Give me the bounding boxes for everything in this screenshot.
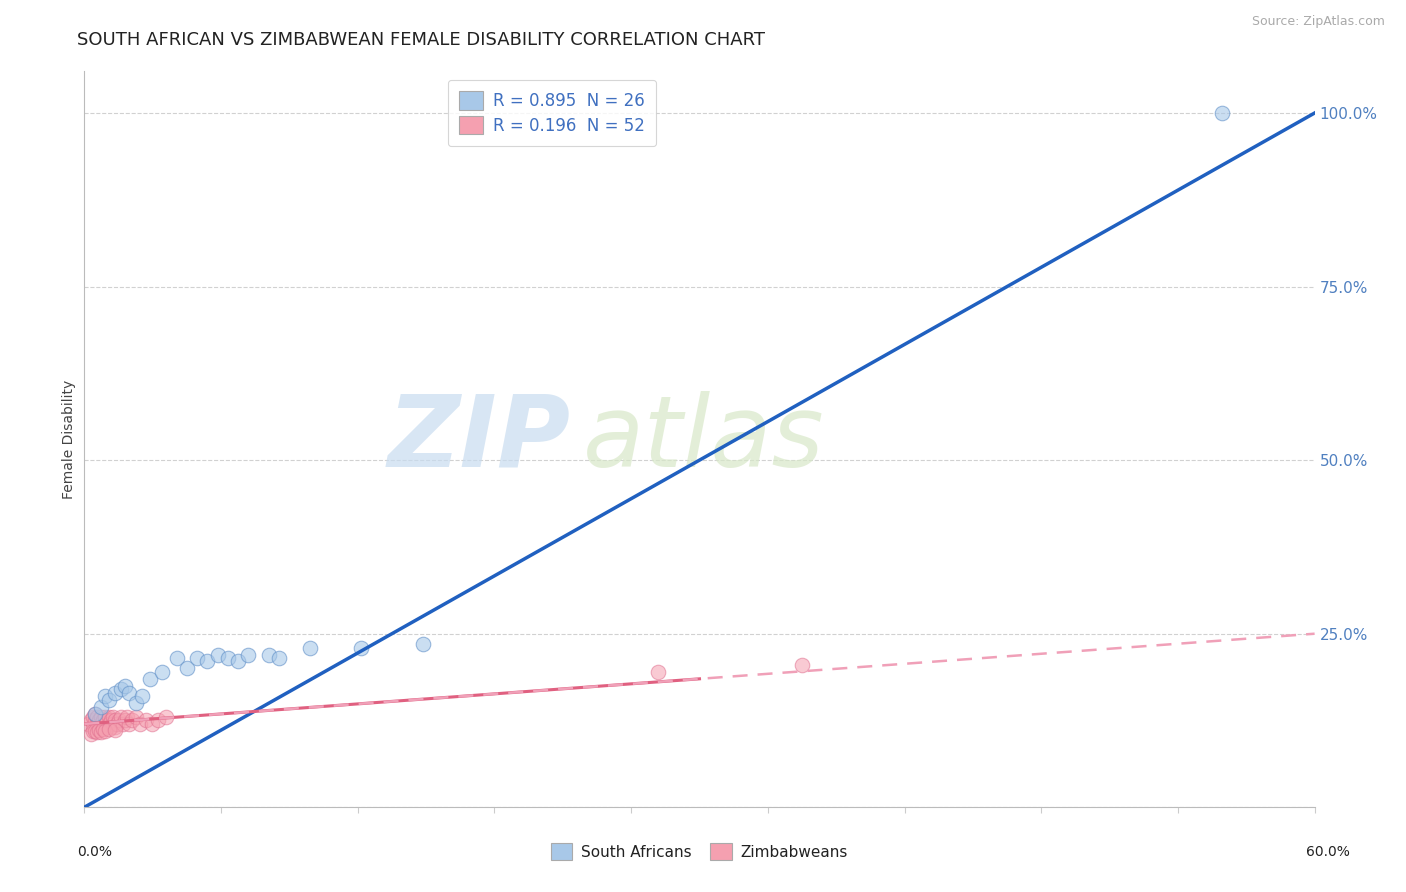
Point (128, 717, 150, 731)
Point (96, 714, 118, 728)
Point (83, 706, 105, 721)
Point (217, 651, 239, 665)
Point (90, 710, 112, 724)
Point (118, 686, 141, 700)
Point (269, 651, 291, 665)
Point (131, 689, 153, 703)
Point (94, 689, 117, 703)
Point (83, 714, 105, 728)
Point (98, 722, 120, 736)
Point (101, 717, 124, 731)
Point (90, 717, 112, 731)
Point (82, 710, 104, 724)
Point (114, 714, 136, 728)
Point (1211, 106, 1233, 120)
Point (91, 720, 114, 734)
Text: SOUTH AFRICAN VS ZIMBABWEAN FEMALE DISABILITY CORRELATION CHART: SOUTH AFRICAN VS ZIMBABWEAN FEMALE DISAB… (77, 31, 765, 49)
Point (197, 655, 219, 669)
Point (96, 720, 118, 734)
Point (98, 692, 120, 706)
Point (87, 723, 110, 737)
Point (100, 720, 122, 734)
Point (91, 714, 114, 728)
Text: Source: ZipAtlas.com: Source: ZipAtlas.com (1251, 15, 1385, 28)
Point (186, 651, 208, 665)
Point (90, 725, 112, 739)
Point (412, 637, 434, 651)
Point (238, 648, 260, 662)
Point (87, 714, 110, 728)
Point (141, 717, 163, 731)
Point (124, 710, 146, 724)
Point (79, 714, 101, 728)
Point (77, 717, 100, 731)
Point (176, 661, 198, 675)
Point (114, 679, 136, 693)
Point (87, 720, 110, 734)
Y-axis label: Female Disability: Female Disability (62, 380, 76, 499)
Point (98, 717, 120, 731)
Point (110, 682, 132, 697)
Point (139, 672, 162, 686)
Point (83, 723, 105, 738)
Point (257, 648, 280, 662)
Point (135, 714, 157, 728)
Point (86, 717, 108, 731)
Point (124, 696, 146, 710)
Point (94, 710, 117, 724)
Text: 60.0%: 60.0% (1306, 846, 1350, 859)
Point (108, 714, 131, 728)
Point (118, 717, 141, 731)
Point (155, 710, 177, 724)
Point (90, 699, 112, 714)
Text: 0.0%: 0.0% (77, 846, 112, 859)
Point (79, 727, 101, 741)
Point (94, 717, 117, 731)
Point (110, 710, 132, 724)
Point (298, 640, 321, 655)
Point (86, 725, 108, 739)
Point (104, 686, 127, 700)
Point (104, 723, 127, 737)
Point (101, 710, 124, 724)
Point (91, 722, 114, 736)
Text: atlas: atlas (582, 391, 824, 488)
Point (82, 723, 104, 738)
Point (83, 706, 105, 721)
Point (112, 717, 135, 731)
Point (86, 710, 108, 724)
Point (82, 720, 104, 734)
Point (148, 714, 170, 728)
Point (104, 714, 127, 728)
Point (98, 710, 120, 724)
Point (207, 648, 229, 662)
Point (100, 714, 122, 728)
Legend: South Africans, Zimbabweans: South Africans, Zimbabweans (544, 837, 855, 866)
Point (104, 720, 127, 734)
Point (647, 665, 669, 679)
Point (117, 710, 139, 724)
Point (790, 657, 813, 672)
Point (226, 655, 249, 669)
Text: ZIP: ZIP (387, 391, 571, 488)
Point (94, 723, 117, 738)
Point (166, 651, 188, 665)
Point (105, 717, 128, 731)
Point (350, 640, 373, 655)
Point (121, 714, 143, 728)
Point (150, 665, 173, 679)
